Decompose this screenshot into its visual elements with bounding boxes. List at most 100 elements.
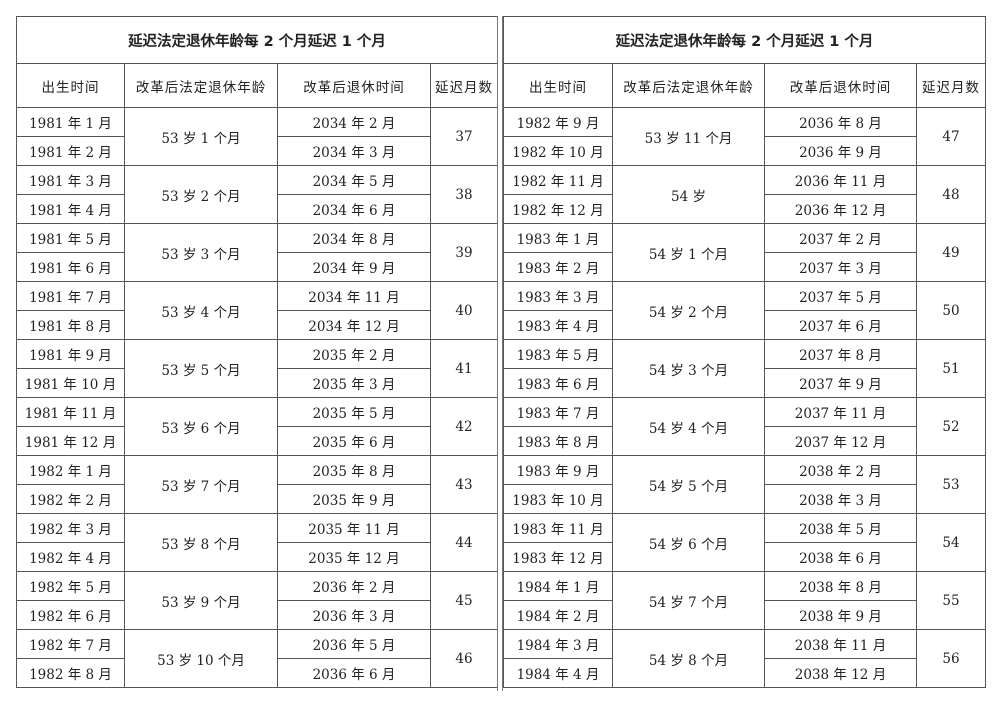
retirement-time-cell: 2035 年 5 月 bbox=[277, 397, 431, 427]
delay-months-cell: 53 bbox=[916, 455, 986, 514]
birth-date-cell: 1983 年 10 月 bbox=[503, 484, 613, 514]
delay-months-cell: 51 bbox=[916, 339, 986, 398]
table-row: 1983 年 4 月 2037 年 6 月 bbox=[503, 310, 986, 340]
retirement-table-left: 延迟法定退休年龄每 2 个月延迟 1 个月 出生时间 改革后法定退休年龄 改革后退休时… bbox=[16, 16, 498, 688]
retirement-time-cell: 2035 年 12 月 bbox=[277, 542, 431, 572]
delay-months-cell: 43 bbox=[430, 455, 498, 514]
retirement-age-cell: 53 岁 4 个月 bbox=[124, 281, 278, 340]
retirement-age-cell: 53 岁 7 个月 bbox=[124, 455, 278, 514]
retirement-time-cell: 2035 年 8 月 bbox=[277, 455, 431, 485]
title-row: 延迟法定退休年龄每 2 个月延迟 1 个月 bbox=[16, 16, 498, 64]
table-row: 1983 年 5 月 54 岁 3 个月 2037 年 8 月 51 bbox=[503, 339, 986, 398]
retirement-age-cell: 54 岁 6 个月 bbox=[612, 513, 765, 572]
delay-months-cell: 38 bbox=[430, 165, 498, 224]
birth-date-cell: 1984 年 3 月 bbox=[503, 629, 613, 659]
table-title: 延迟法定退休年龄每 2 个月延迟 1 个月 bbox=[503, 16, 986, 64]
table-row: 1981 年 6 月 2034 年 9 月 bbox=[16, 252, 498, 282]
header-birth-date: 出生时间 bbox=[503, 63, 613, 108]
table-row: 1983 年 3 月 54 岁 2 个月 2037 年 5 月 50 bbox=[503, 281, 986, 340]
retirement-time-cell: 2036 年 2 月 bbox=[277, 571, 431, 601]
retirement-age-cell: 54 岁 4 个月 bbox=[612, 397, 765, 456]
table-row: 1981 年 3 月 53 岁 2 个月 2034 年 5 月 38 bbox=[16, 165, 498, 224]
retirement-age-cell: 54 岁 2 个月 bbox=[612, 281, 765, 340]
retirement-time-cell: 2035 年 6 月 bbox=[277, 426, 431, 456]
retirement-time-cell: 2036 年 8 月 bbox=[764, 107, 917, 137]
table-row: 1981 年 10 月 2035 年 3 月 bbox=[16, 368, 498, 398]
birth-date-cell: 1982 年 7 月 bbox=[16, 629, 125, 659]
table-row: 1981 年 9 月 53 岁 5 个月 2035 年 2 月 41 bbox=[16, 339, 498, 398]
delay-months-cell: 50 bbox=[916, 281, 986, 340]
retirement-table-right: 延迟法定退休年龄每 2 个月延迟 1 个月 出生时间 改革后法定退休年龄 改革后退休时… bbox=[503, 16, 986, 688]
retirement-time-cell: 2037 年 3 月 bbox=[764, 252, 917, 282]
retirement-age-cell: 53 岁 2 个月 bbox=[124, 165, 278, 224]
retirement-time-cell: 2037 年 8 月 bbox=[764, 339, 917, 369]
table-row: 1982 年 7 月 53 岁 10 个月 2036 年 5 月 46 bbox=[16, 629, 498, 688]
table-row: 1983 年 7 月 54 岁 4 个月 2037 年 11 月 52 bbox=[503, 397, 986, 456]
delay-months-cell: 41 bbox=[430, 339, 498, 398]
retirement-age-cell: 53 岁 11 个月 bbox=[612, 107, 765, 166]
birth-date-cell: 1982 年 8 月 bbox=[16, 658, 125, 688]
table-row: 1984 年 3 月 54 岁 8 个月 2038 年 11 月 56 bbox=[503, 629, 986, 688]
birth-date-cell: 1981 年 3 月 bbox=[16, 165, 125, 195]
table-row: 1982 年 12 月 2036 年 12 月 bbox=[503, 194, 986, 224]
retirement-time-cell: 2036 年 3 月 bbox=[277, 600, 431, 630]
table-row: 1981 年 11 月 53 岁 6 个月 2035 年 5 月 42 bbox=[16, 397, 498, 456]
retirement-time-cell: 2037 年 12 月 bbox=[764, 426, 917, 456]
birth-date-cell: 1984 年 1 月 bbox=[503, 571, 613, 601]
retirement-time-cell: 2034 年 2 月 bbox=[277, 107, 431, 137]
retirement-age-cell: 53 岁 3 个月 bbox=[124, 223, 278, 282]
retirement-time-cell: 2037 年 6 月 bbox=[764, 310, 917, 340]
table-row: 1981 年 12 月 2035 年 6 月 bbox=[16, 426, 498, 456]
retirement-age-cell: 54 岁 bbox=[612, 165, 765, 224]
delay-months-cell: 45 bbox=[430, 571, 498, 630]
birth-date-cell: 1984 年 4 月 bbox=[503, 658, 613, 688]
retirement-time-cell: 2035 年 11 月 bbox=[277, 513, 431, 543]
birth-date-cell: 1982 年 3 月 bbox=[16, 513, 125, 543]
table-row: 1981 年 8 月 2034 年 12 月 bbox=[16, 310, 498, 340]
table-row: 1981 年 4 月 2034 年 6 月 bbox=[16, 194, 498, 224]
retirement-age-cell: 53 岁 5 个月 bbox=[124, 339, 278, 398]
table-row: 1983 年 2 月 2037 年 3 月 bbox=[503, 252, 986, 282]
retirement-time-cell: 2037 年 5 月 bbox=[764, 281, 917, 311]
table-title: 延迟法定退休年龄每 2 个月延迟 1 个月 bbox=[16, 16, 498, 64]
delay-months-cell: 48 bbox=[916, 165, 986, 224]
retirement-age-cell: 53 岁 9 个月 bbox=[124, 571, 278, 630]
table-row: 1984 年 2 月 2038 年 9 月 bbox=[503, 600, 986, 630]
birth-date-cell: 1983 年 8 月 bbox=[503, 426, 613, 456]
header-retirement-age: 改革后法定退休年龄 bbox=[612, 63, 765, 108]
retirement-time-cell: 2036 年 9 月 bbox=[764, 136, 917, 166]
birth-date-cell: 1981 年 2 月 bbox=[16, 136, 125, 166]
retirement-time-cell: 2036 年 11 月 bbox=[764, 165, 917, 195]
table-row: 1983 年 9 月 54 岁 5 个月 2038 年 2 月 53 bbox=[503, 455, 986, 514]
retirement-time-cell: 2038 年 11 月 bbox=[764, 629, 917, 659]
retirement-age-cell: 53 岁 10 个月 bbox=[124, 629, 278, 688]
retirement-time-cell: 2034 年 6 月 bbox=[277, 194, 431, 224]
delay-months-cell: 42 bbox=[430, 397, 498, 456]
retirement-time-cell: 2035 年 9 月 bbox=[277, 484, 431, 514]
birth-date-cell: 1983 年 4 月 bbox=[503, 310, 613, 340]
header-row: 出生时间 改革后法定退休年龄 改革后退休时间 延迟月数 bbox=[503, 63, 986, 108]
table-row: 1982 年 2 月 2035 年 9 月 bbox=[16, 484, 498, 514]
retirement-age-cell: 54 岁 5 个月 bbox=[612, 455, 765, 514]
retirement-time-cell: 2034 年 5 月 bbox=[277, 165, 431, 195]
birth-date-cell: 1981 年 8 月 bbox=[16, 310, 125, 340]
table-row: 1981 年 5 月 53 岁 3 个月 2034 年 8 月 39 bbox=[16, 223, 498, 282]
table-row: 1984 年 4 月 2038 年 12 月 bbox=[503, 658, 986, 688]
birth-date-cell: 1981 年 12 月 bbox=[16, 426, 125, 456]
retirement-age-cell: 54 岁 1 个月 bbox=[612, 223, 765, 282]
delay-months-cell: 44 bbox=[430, 513, 498, 572]
header-delay-months: 延迟月数 bbox=[916, 63, 986, 108]
header-retirement-age: 改革后法定退休年龄 bbox=[124, 63, 278, 108]
retirement-age-cell: 53 岁 1 个月 bbox=[124, 107, 278, 166]
birth-date-cell: 1981 年 10 月 bbox=[16, 368, 125, 398]
table-row: 1982 年 11 月 54 岁 2036 年 11 月 48 bbox=[503, 165, 986, 224]
header-row: 出生时间 改革后法定退休年龄 改革后退休时间 延迟月数 bbox=[16, 63, 498, 108]
birth-date-cell: 1982 年 4 月 bbox=[16, 542, 125, 572]
retirement-age-cell: 54 岁 3 个月 bbox=[612, 339, 765, 398]
delay-months-cell: 39 bbox=[430, 223, 498, 282]
birth-date-cell: 1981 年 1 月 bbox=[16, 107, 125, 137]
birth-date-cell: 1982 年 5 月 bbox=[16, 571, 125, 601]
table-row: 1983 年 12 月 2038 年 6 月 bbox=[503, 542, 986, 572]
retirement-time-cell: 2038 年 8 月 bbox=[764, 571, 917, 601]
delay-months-cell: 49 bbox=[916, 223, 986, 282]
